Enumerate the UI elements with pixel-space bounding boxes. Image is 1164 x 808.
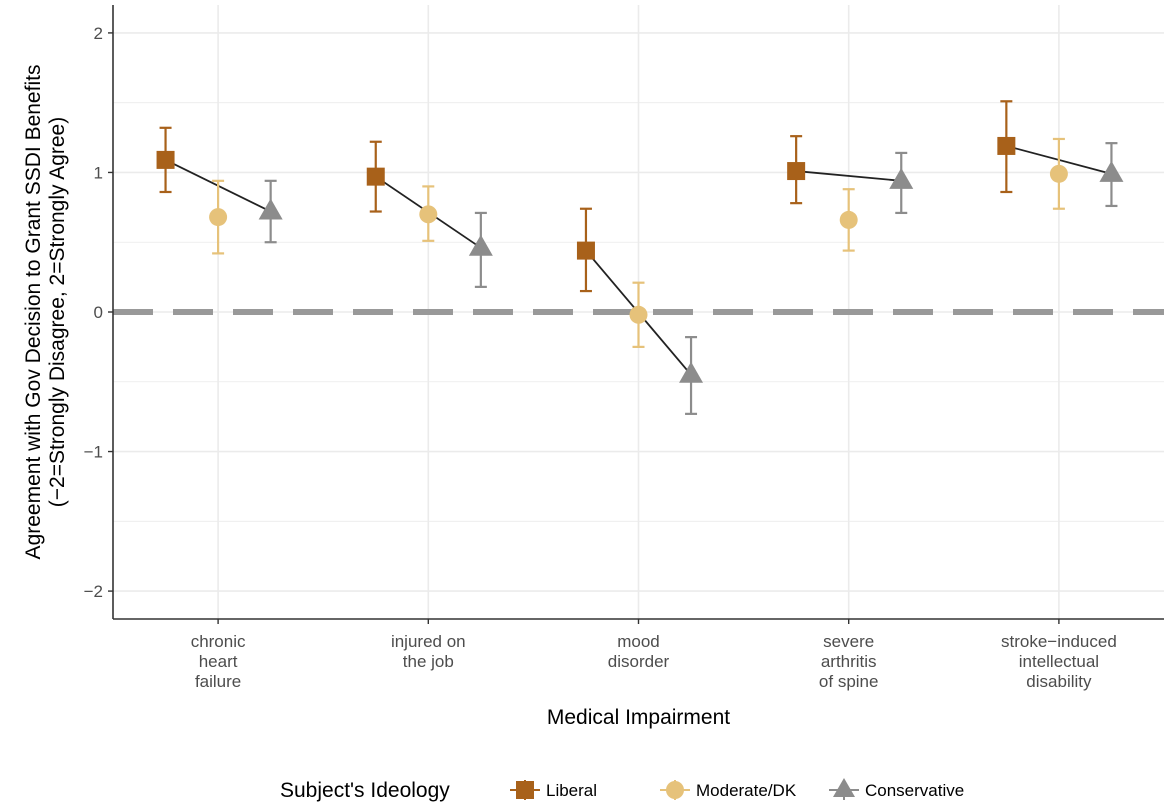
y-axis-title-text: Agreement with Gov Decision to Grant SSD… [22, 65, 69, 560]
x-tick-label-line: disorder [608, 652, 670, 671]
liberal-legend-label: Liberal [546, 781, 597, 800]
x-tick-label: severe arthritis of spine [819, 632, 879, 691]
liberal-legend-key [516, 781, 534, 799]
y-tick-label: −2 [84, 582, 103, 601]
x-tick-label-line: chronic [191, 632, 246, 651]
liberal-point [156, 150, 175, 169]
y-tick-label: −1 [84, 443, 103, 462]
x-tick-label-line: the job [403, 652, 454, 671]
x-tick-label-line: stroke−induced [1001, 632, 1117, 651]
moderate-dk-point [419, 205, 438, 224]
x-tick-label: chronic heart failure [191, 632, 246, 691]
conservative-point [889, 167, 914, 189]
conservative-point [258, 198, 283, 220]
liberal-point [787, 162, 806, 181]
moderate-dk-legend-label: Moderate/DK [696, 781, 797, 800]
x-tick-label-line: disability [1026, 672, 1092, 691]
conservative-legend-label: Conservative [865, 781, 964, 800]
x-tick-label-line: heart [199, 652, 238, 671]
x-tick-label-line: severe [823, 632, 874, 651]
x-tick-label: stroke−induced intellectual disability [1001, 632, 1117, 691]
y-axis-title-line: (−2=Strongly Disagree, 2=Strongly Agree) [46, 117, 69, 507]
moderate-dk-legend-key [666, 781, 684, 799]
legend-title: Subject's Ideology [280, 779, 450, 802]
conservative-point [679, 361, 704, 383]
data-points [156, 136, 1124, 383]
moderate-dk-point [1049, 164, 1068, 183]
conservative-legend-key [833, 778, 855, 797]
tick-labels: 2 1 0 −1 −2 chronic heart failure injured on the … [84, 24, 1117, 691]
x-tick-label-line: failure [195, 672, 241, 691]
x-tick-label-line: intellectual [1019, 652, 1099, 671]
y-tick-label: 1 [94, 163, 103, 182]
conservative-point [468, 234, 493, 256]
moderate-dk-point [629, 305, 648, 324]
x-tick-label-line: injured on [391, 632, 466, 651]
liberal-conservative-connector [796, 170, 902, 182]
conservative-point [1099, 160, 1124, 182]
liberal-point [366, 167, 385, 186]
y-axis-title-line: Agreement with Gov Decision to Grant SSD… [22, 65, 45, 560]
y-tick-label: 0 [94, 303, 103, 322]
x-axis-title: Medical Impairment [547, 706, 730, 729]
y-axis-title: Agreement with Gov Decision to Grant SSD… [22, 65, 69, 560]
x-tick-label-line: arthritis [821, 652, 877, 671]
x-tick-label: injured on the job [391, 632, 466, 671]
liberal-point [997, 136, 1016, 155]
x-tick-label-line: mood [617, 632, 660, 651]
x-tick-label-line: of spine [819, 672, 879, 691]
y-tick-label: 2 [94, 24, 103, 43]
legend: Subject's Ideology Liberal Moderate/DK Cons… [280, 778, 964, 802]
moderate-dk-point [209, 208, 228, 227]
liberal-point [576, 241, 595, 260]
x-tick-label: mood disorder [608, 632, 670, 671]
moderate-dk-point [839, 210, 858, 229]
